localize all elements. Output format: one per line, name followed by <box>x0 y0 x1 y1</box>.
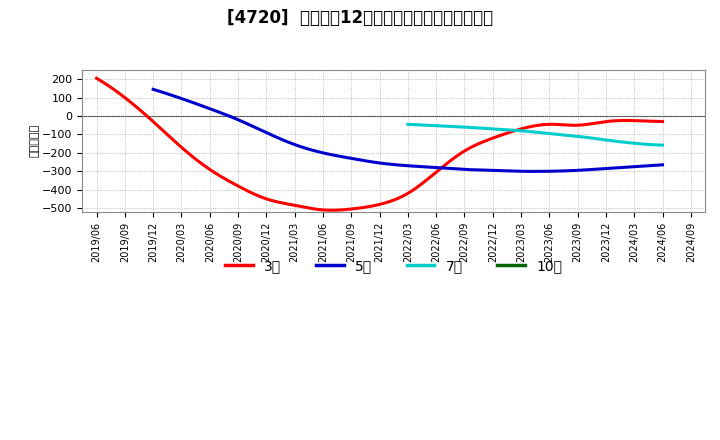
Y-axis label: （百万円）: （百万円） <box>30 125 40 158</box>
Legend: 3年, 5年, 7年, 10年: 3年, 5年, 7年, 10年 <box>220 253 568 279</box>
Text: [4720]  経常利益12か月移動合計の平均値の推移: [4720] 経常利益12か月移動合計の平均値の推移 <box>227 9 493 27</box>
